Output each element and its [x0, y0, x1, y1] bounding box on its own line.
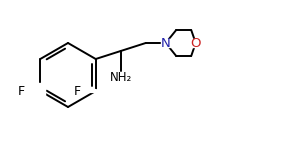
Bar: [191, 39, 200, 47]
Bar: [161, 39, 170, 47]
Text: NH₂: NH₂: [110, 71, 132, 83]
Bar: [20, 83, 45, 99]
Text: F: F: [18, 85, 25, 97]
Text: F: F: [74, 85, 81, 97]
Text: N: N: [161, 36, 171, 50]
Text: O: O: [190, 36, 201, 50]
